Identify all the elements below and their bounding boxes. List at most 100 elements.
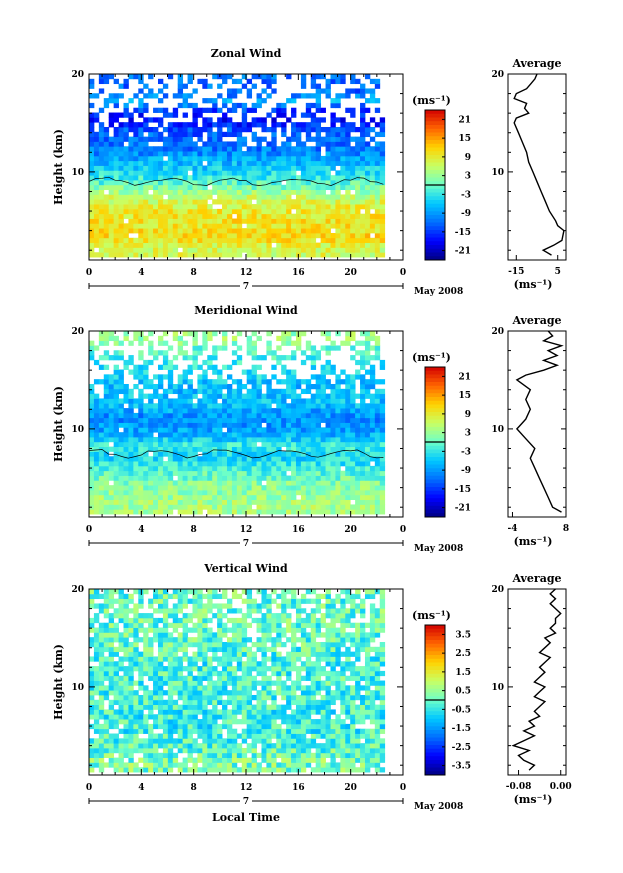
heatmap-cell <box>123 465 129 472</box>
heatmap-cell <box>128 112 134 118</box>
heatmap-cell <box>226 398 233 404</box>
heatmap-cell <box>118 141 124 147</box>
heatmap-cell <box>325 165 331 171</box>
heatmap-cell <box>103 98 110 104</box>
heatmap-cell <box>256 456 262 462</box>
heatmap-cell <box>286 213 292 219</box>
heatmap-cell <box>340 388 346 395</box>
heatmap-cell <box>143 417 149 423</box>
heatmap-cell <box>192 767 198 773</box>
heatmap-cell <box>231 743 238 749</box>
heatmap-cell <box>325 412 331 419</box>
heatmap-cell <box>123 359 129 366</box>
heatmap-cell <box>231 146 238 152</box>
colorbar-segment <box>425 192 445 197</box>
heatmap-cell <box>350 738 356 744</box>
heatmap-cell <box>143 504 149 510</box>
heatmap-cell <box>251 694 257 701</box>
heatmap-cell <box>335 155 341 162</box>
heatmap-cell <box>364 451 371 457</box>
heatmap-cell <box>286 733 292 739</box>
heatmap-cell <box>261 743 267 749</box>
heatmap-cell <box>246 451 253 457</box>
heatmap-cell <box>113 340 119 346</box>
heatmap-cell <box>330 218 336 224</box>
heatmap-cell <box>231 242 238 248</box>
heatmap-cell <box>172 131 179 138</box>
heatmap-cell <box>128 719 134 725</box>
heatmap-cell <box>340 757 346 763</box>
heatmap-cell <box>271 155 277 162</box>
heatmap-cell <box>93 242 100 248</box>
heatmap-cell <box>157 436 164 443</box>
heatmap-cell <box>300 690 307 696</box>
heatmap-cell <box>360 461 366 467</box>
heatmap-cell <box>320 228 326 234</box>
heatmap-cell <box>167 432 174 438</box>
heatmap-cell <box>143 199 149 205</box>
heatmap-cell <box>251 379 257 385</box>
heatmap-cell <box>271 509 277 515</box>
colorbar-segment <box>425 397 445 402</box>
heatmap-cell <box>118 728 124 734</box>
heatmap-cell <box>256 690 262 696</box>
heatmap-cell <box>330 738 336 744</box>
heatmap <box>89 589 386 773</box>
heatmap-cell <box>226 494 233 501</box>
heatmap-cell <box>187 475 193 481</box>
heatmap-cell <box>291 170 297 176</box>
heatmap-cell <box>93 480 100 486</box>
heatmap-cell <box>187 93 193 99</box>
heatmap-cell <box>226 408 233 414</box>
heatmap-cell <box>364 733 371 739</box>
heatmap-cell <box>295 204 302 210</box>
average-y-tick-label: 20 <box>491 327 504 337</box>
heatmap-cell <box>143 223 149 229</box>
heatmap-cell <box>197 752 203 759</box>
heatmap-cell <box>93 179 100 186</box>
heatmap-cell <box>286 408 292 414</box>
heatmap-cell <box>226 165 233 171</box>
heatmap-cell <box>197 757 203 763</box>
x-tick-label: 4 <box>138 268 144 278</box>
heatmap-cell <box>113 465 119 472</box>
colorbar-segment <box>425 419 445 424</box>
heatmap-cell <box>364 98 371 104</box>
heatmap-cell <box>286 456 292 462</box>
heatmap-cell <box>231 767 238 773</box>
heatmap-cell <box>143 242 149 248</box>
heatmap-cell <box>89 151 95 157</box>
heatmap-cell <box>286 465 292 472</box>
heatmap-cell <box>345 408 351 414</box>
heatmap-cell <box>207 694 213 701</box>
heatmap-cell <box>202 499 208 505</box>
heatmap-cell <box>379 694 386 701</box>
heatmap-cell <box>222 441 228 448</box>
heatmap-cell <box>241 237 248 244</box>
heatmap-cell <box>345 247 351 253</box>
heatmap-cell <box>108 723 115 730</box>
heatmap-cell <box>271 189 277 195</box>
heatmap-cell <box>138 247 144 253</box>
colorbar-segment <box>425 170 445 175</box>
heatmap-cell <box>89 179 95 186</box>
average-x-tick-label: 5 <box>555 267 561 277</box>
heatmap-cell <box>108 733 115 739</box>
heatmap-cell <box>167 699 174 706</box>
heatmap-cell <box>320 752 326 759</box>
heatmap-cell <box>113 218 119 224</box>
heatmap-cell <box>108 461 115 467</box>
heatmap-cell <box>236 151 243 157</box>
heatmap-cell <box>118 690 124 696</box>
heatmap-cell <box>325 456 331 462</box>
heatmap-cell <box>123 194 129 200</box>
heatmap-cell <box>345 690 351 696</box>
heatmap-cell <box>364 441 371 448</box>
heatmap-cell <box>197 388 203 395</box>
heatmap-cell <box>256 136 262 142</box>
heatmap-cell <box>261 170 267 176</box>
heatmap-cell <box>310 465 317 472</box>
heatmap-cell <box>103 494 110 501</box>
heatmap-cell <box>300 757 307 763</box>
average-profile-line <box>513 73 565 256</box>
